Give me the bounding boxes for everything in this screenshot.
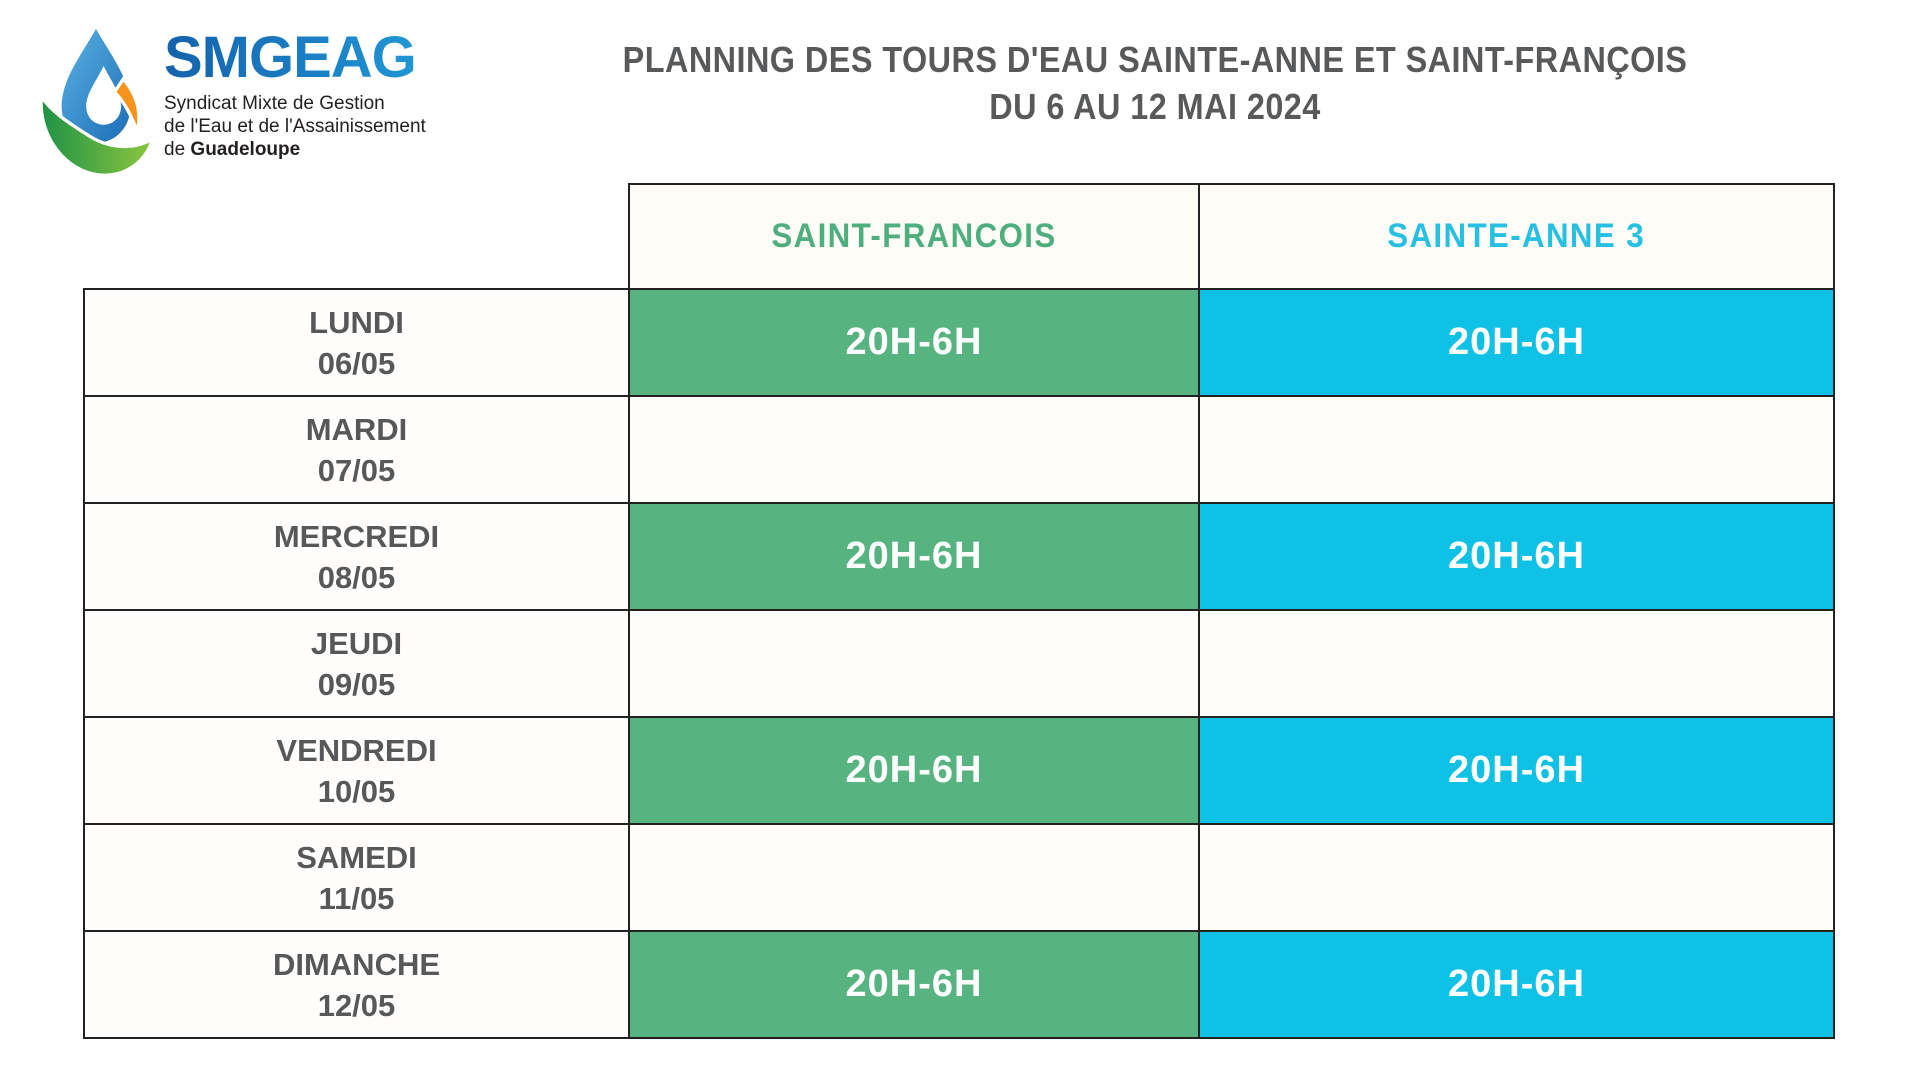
day-date: 06/05 [317,345,396,381]
logo-wordmark: SMGEAG [164,28,426,88]
table-row-dimanche: DIMANCHE 12/05 20H-6H 20H-6H [83,930,1835,1039]
slot-saint-francois: 20H-6H [628,502,1200,611]
slot-sainte-anne: 20H-6H [1198,288,1835,397]
table-row-lundi: LUNDI 06/05 20H-6H 20H-6H [83,288,1835,397]
logo-subtitle-line3-bold: Guadeloupe [190,139,301,160]
column-header-sainte-anne: SAINTE-ANNE 3 [1198,183,1835,290]
header-row: SAINT-FRANCOIS SAINTE-ANNE 3 [84,183,1835,290]
column-header-saint-francois: SAINT-FRANCOIS [628,183,1200,290]
slot-saint-francois [628,823,1200,932]
table-row-vendredi: VENDREDI 10/05 20H-6H 20H-6H [83,716,1835,825]
slot-sainte-anne: 20H-6H [1198,930,1835,1039]
day-name: DIMANCHE [272,946,441,982]
slot-sainte-anne [1198,609,1835,718]
logo-subtitle-line2: de l'Eau et de l'Assainissement [164,116,426,137]
slot-saint-francois: 20H-6H [628,716,1200,825]
planning-table: SAINT-FRANCOIS SAINTE-ANNE 3 LUNDI 06/05… [83,183,1835,1039]
day-cell: LUNDI 06/05 [83,288,630,397]
table-corner-blank [84,184,629,289]
logo-text-block: SMGEAG Syndicat Mixte de Gestion de l'Ea… [164,22,426,186]
slot-sainte-anne [1198,823,1835,932]
table-row-samedi: SAMEDI 11/05 [83,823,1835,932]
slot-saint-francois [628,609,1200,718]
day-cell: JEUDI 09/05 [83,609,630,718]
day-date: 12/05 [317,987,396,1023]
day-date: 10/05 [317,773,396,809]
day-name: MARDI [305,411,408,447]
day-name: JEUDI [310,625,403,661]
day-name: LUNDI [309,304,404,340]
table-row-mardi: MARDI 07/05 [83,395,1835,504]
page-title-line2: DU 6 AU 12 MAI 2024 [989,86,1321,127]
planning-table-container: SAINT-FRANCOIS SAINTE-ANNE 3 LUNDI 06/05… [83,183,1835,1039]
page-title: PLANNING DES TOURS D'EAU SAINTE-ANNE ET … [555,36,1755,130]
logo-subtitle: Syndicat Mixte de Gestion de l'Eau et de… [164,92,426,161]
smgeag-logo: SMGEAG Syndicat Mixte de Gestion de l'Ea… [36,22,426,186]
slot-saint-francois [628,395,1200,504]
day-cell: DIMANCHE 12/05 [83,930,630,1039]
table-row-jeudi: JEUDI 09/05 [83,609,1835,718]
day-date: 09/05 [317,666,396,702]
day-name: VENDREDI [276,732,437,768]
water-drop-leaf-icon [39,22,156,177]
slot-sainte-anne: 20H-6H [1198,502,1835,611]
day-cell: SAMEDI 11/05 [83,823,630,932]
day-date: 07/05 [317,452,396,488]
page-title-line1: PLANNING DES TOURS D'EAU SAINTE-ANNE ET … [622,39,1688,80]
slot-sainte-anne [1198,395,1835,504]
slot-saint-francois: 20H-6H [628,930,1200,1039]
day-date: 11/05 [318,880,395,916]
logo-subtitle-line1: Syndicat Mixte de Gestion [164,93,385,114]
day-date: 08/05 [317,559,396,595]
logo-subtitle-line3-prefix: de [164,139,191,160]
day-name: MERCREDI [273,518,440,554]
table-row-mercredi: MERCREDI 08/05 20H-6H 20H-6H [83,502,1835,611]
day-name: SAMEDI [296,839,417,875]
slot-saint-francois: 20H-6H [628,288,1200,397]
day-cell: MARDI 07/05 [83,395,630,504]
slot-sainte-anne: 20H-6H [1198,716,1835,825]
day-cell: VENDREDI 10/05 [83,716,630,825]
day-cell: MERCREDI 08/05 [83,502,630,611]
